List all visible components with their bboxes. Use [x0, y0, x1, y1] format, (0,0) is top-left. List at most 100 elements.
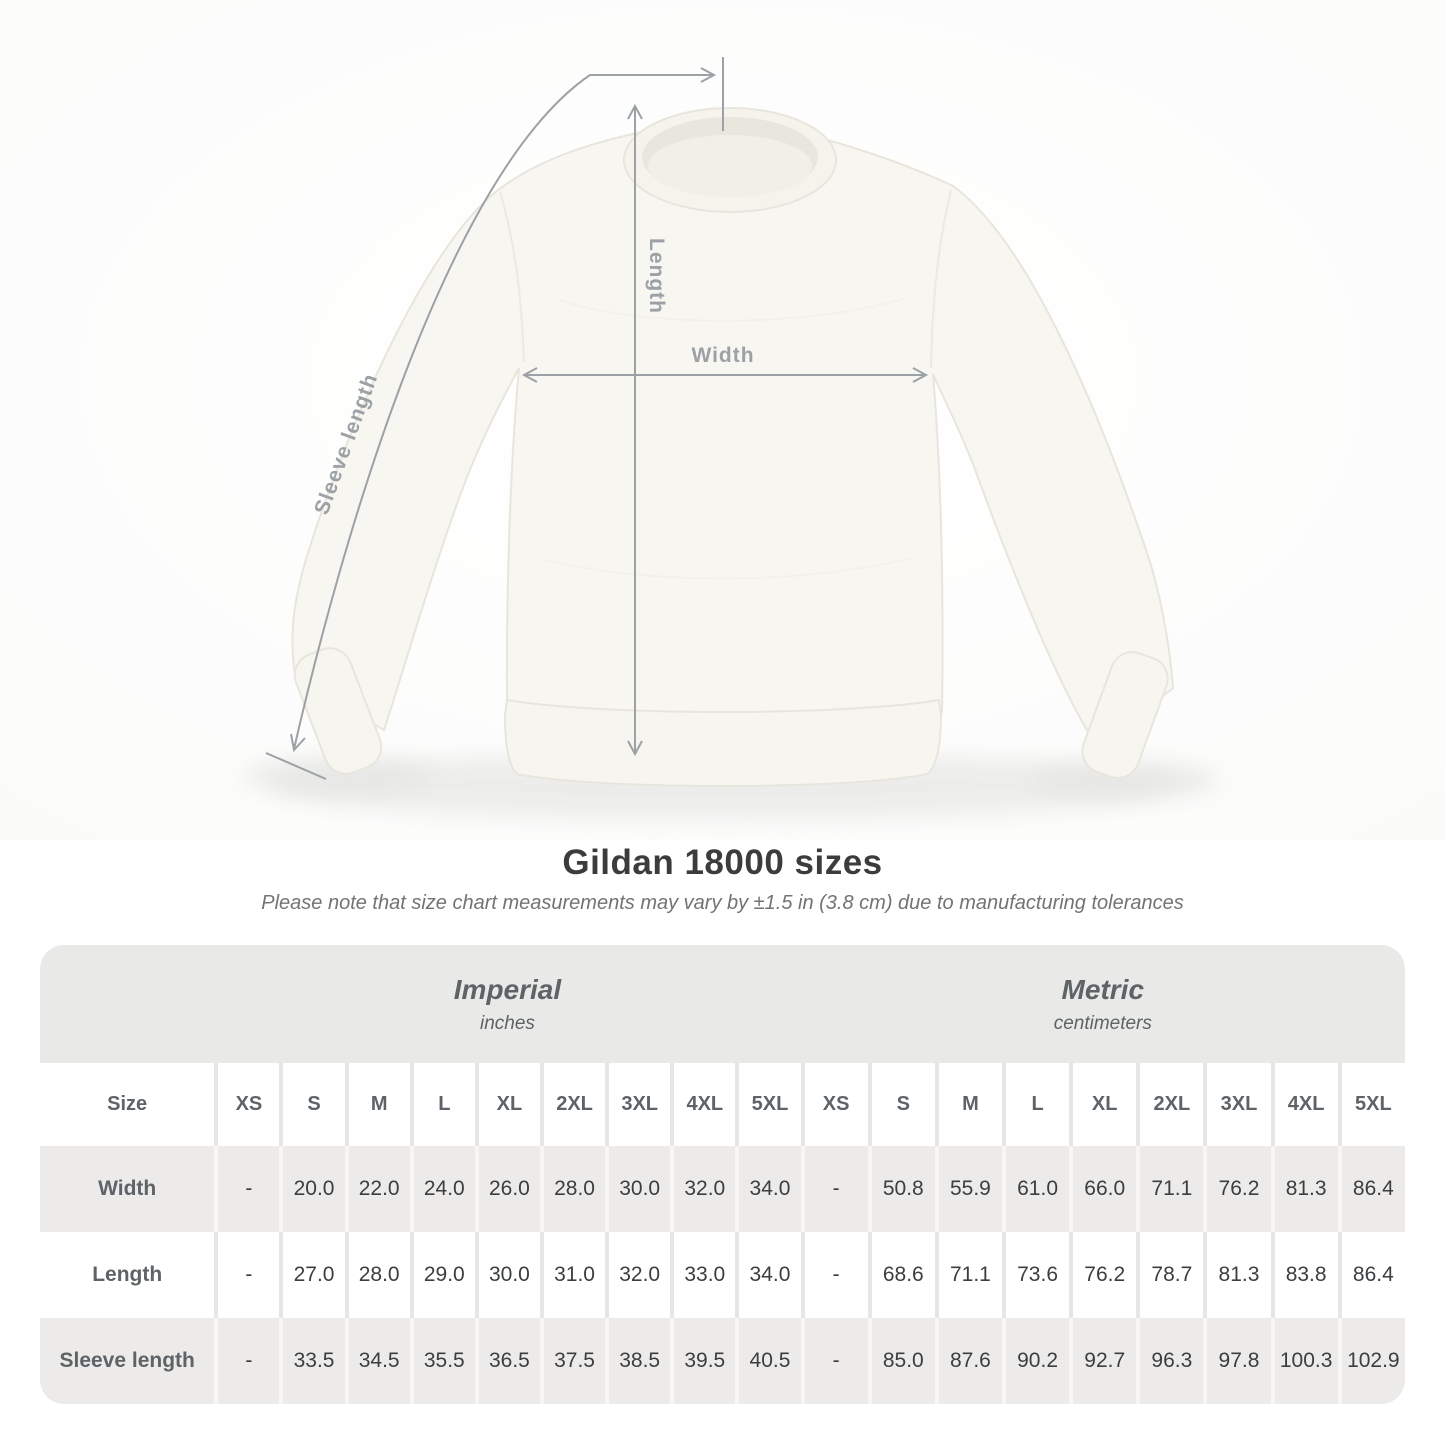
value-cell: 28.0 [344, 1232, 410, 1318]
value-cell: 73.6 [1002, 1232, 1070, 1318]
size-col-header: 4XL [670, 1063, 736, 1146]
value-cell: 55.9 [934, 1146, 1002, 1232]
size-header-row: Size XS S M L XL 2XL 3XL 4XL 5XL XS S M … [40, 1063, 1405, 1146]
value-cell: 33.5 [279, 1318, 345, 1404]
value-cell: 81.3 [1270, 1146, 1338, 1232]
value-cell: 33.0 [670, 1232, 736, 1318]
size-col-header: XS [214, 1063, 280, 1146]
page-title: Gildan 18000 sizes [562, 843, 883, 882]
value-cell: - [800, 1232, 868, 1318]
value-cell: 71.1 [1136, 1146, 1204, 1232]
value-cell: 102.9 [1337, 1318, 1405, 1404]
value-cell: 24.0 [409, 1146, 475, 1232]
table-row-width: Width - 20.0 22.0 24.0 26.0 28.0 30.0 32… [40, 1146, 1405, 1232]
value-cell: 35.5 [409, 1318, 475, 1404]
unit-band-row: Imperial inches Metric centimeters [40, 945, 1405, 1063]
value-cell: 100.3 [1270, 1318, 1338, 1404]
value-cell: 71.1 [934, 1232, 1002, 1318]
table-row-sleeve-length: Sleeve length - 33.5 34.5 35.5 36.5 37.5… [40, 1318, 1405, 1404]
value-cell: 36.5 [474, 1318, 540, 1404]
size-col-header: 5XL [735, 1063, 801, 1146]
row-label: Length [40, 1232, 215, 1318]
value-cell: 34.0 [735, 1146, 801, 1232]
value-cell: 81.3 [1203, 1232, 1271, 1318]
value-cell: 87.6 [934, 1318, 1002, 1404]
size-col-header: L [1002, 1063, 1070, 1146]
size-col-header: 4XL [1270, 1063, 1338, 1146]
right-cuff [1081, 651, 1169, 779]
value-cell: 86.4 [1337, 1146, 1405, 1232]
value-cell: - [214, 1232, 280, 1318]
size-col-header: 3XL [1203, 1063, 1271, 1146]
size-col-header: XL [1069, 1063, 1137, 1146]
size-col-header: 2XL [539, 1063, 606, 1146]
product-figure: Length Width Sleeve length [0, 0, 1445, 840]
value-cell: 86.4 [1337, 1232, 1405, 1318]
value-cell: 76.2 [1203, 1146, 1271, 1232]
size-col-header: L [409, 1063, 475, 1146]
imperial-unit: inches [480, 1012, 535, 1034]
sweatshirt-image: Length Width Sleeve length [0, 0, 1445, 840]
length-dimension-line [627, 103, 643, 757]
size-col-header: S [867, 1063, 935, 1146]
size-header: Size [40, 1063, 215, 1146]
metric-unit: centimeters [1053, 1012, 1152, 1034]
value-cell: 30.0 [474, 1232, 540, 1318]
value-cell: 32.0 [670, 1146, 736, 1232]
value-cell: 30.0 [605, 1146, 671, 1232]
value-cell: 50.8 [867, 1146, 935, 1232]
width-dimension-line [521, 367, 929, 383]
value-cell: 97.8 [1203, 1318, 1271, 1404]
dimension-lines [265, 57, 929, 780]
sweatshirt-garment [291, 107, 1175, 787]
row-label: Width [40, 1146, 215, 1232]
size-col-header: XS [800, 1063, 868, 1146]
value-cell: 39.5 [670, 1318, 736, 1404]
value-cell: 61.0 [1002, 1146, 1070, 1232]
width-label: Width [691, 344, 754, 367]
neck-ribbing [623, 107, 837, 213]
value-cell: 31.0 [539, 1232, 606, 1318]
size-col-header: XL [474, 1063, 540, 1146]
value-cell: - [214, 1318, 280, 1404]
value-cell: 68.6 [867, 1232, 935, 1318]
value-cell: 22.0 [344, 1146, 410, 1232]
hem-band [503, 698, 943, 787]
value-cell: 34.5 [344, 1318, 410, 1404]
size-col-header: 3XL [605, 1063, 671, 1146]
imperial-label: Imperial [453, 973, 562, 1005]
value-cell: 32.0 [605, 1232, 671, 1318]
value-cell: - [800, 1318, 868, 1404]
value-cell: 40.5 [735, 1318, 801, 1404]
size-col-header: M [934, 1063, 1002, 1146]
value-cell: 34.0 [735, 1232, 801, 1318]
size-table: Imperial inches Metric centimeters Size … [40, 945, 1405, 1404]
value-cell: 27.0 [279, 1232, 345, 1318]
table-row-length: Length - 27.0 28.0 29.0 30.0 31.0 32.0 3… [40, 1232, 1405, 1318]
value-cell: 78.7 [1136, 1232, 1204, 1318]
value-cell: 76.2 [1069, 1232, 1137, 1318]
value-cell: 38.5 [605, 1318, 671, 1404]
value-cell: 90.2 [1002, 1318, 1070, 1404]
value-cell: - [214, 1146, 280, 1232]
table-corner-cell [40, 945, 215, 1063]
value-cell: 20.0 [279, 1146, 345, 1232]
size-col-header: M [344, 1063, 410, 1146]
size-col-header: 5XL [1337, 1063, 1405, 1146]
row-label: Sleeve length [40, 1318, 215, 1404]
value-cell: 85.0 [867, 1318, 935, 1404]
size-col-header: S [279, 1063, 345, 1146]
imperial-group-header: Imperial inches [214, 945, 801, 1063]
value-cell: 66.0 [1069, 1146, 1137, 1232]
value-cell: 26.0 [474, 1146, 540, 1232]
value-cell: 37.5 [539, 1318, 606, 1404]
sleeve-dimension-line [265, 57, 724, 780]
size-col-header: 2XL [1136, 1063, 1204, 1146]
value-cell: 83.8 [1270, 1232, 1338, 1318]
value-cell: 29.0 [409, 1232, 475, 1318]
tolerance-note: Please note that size chart measurements… [261, 892, 1184, 914]
metric-group-header: Metric centimeters [800, 945, 1405, 1063]
length-label: Length [645, 238, 668, 314]
metric-label: Metric [1061, 973, 1145, 1005]
